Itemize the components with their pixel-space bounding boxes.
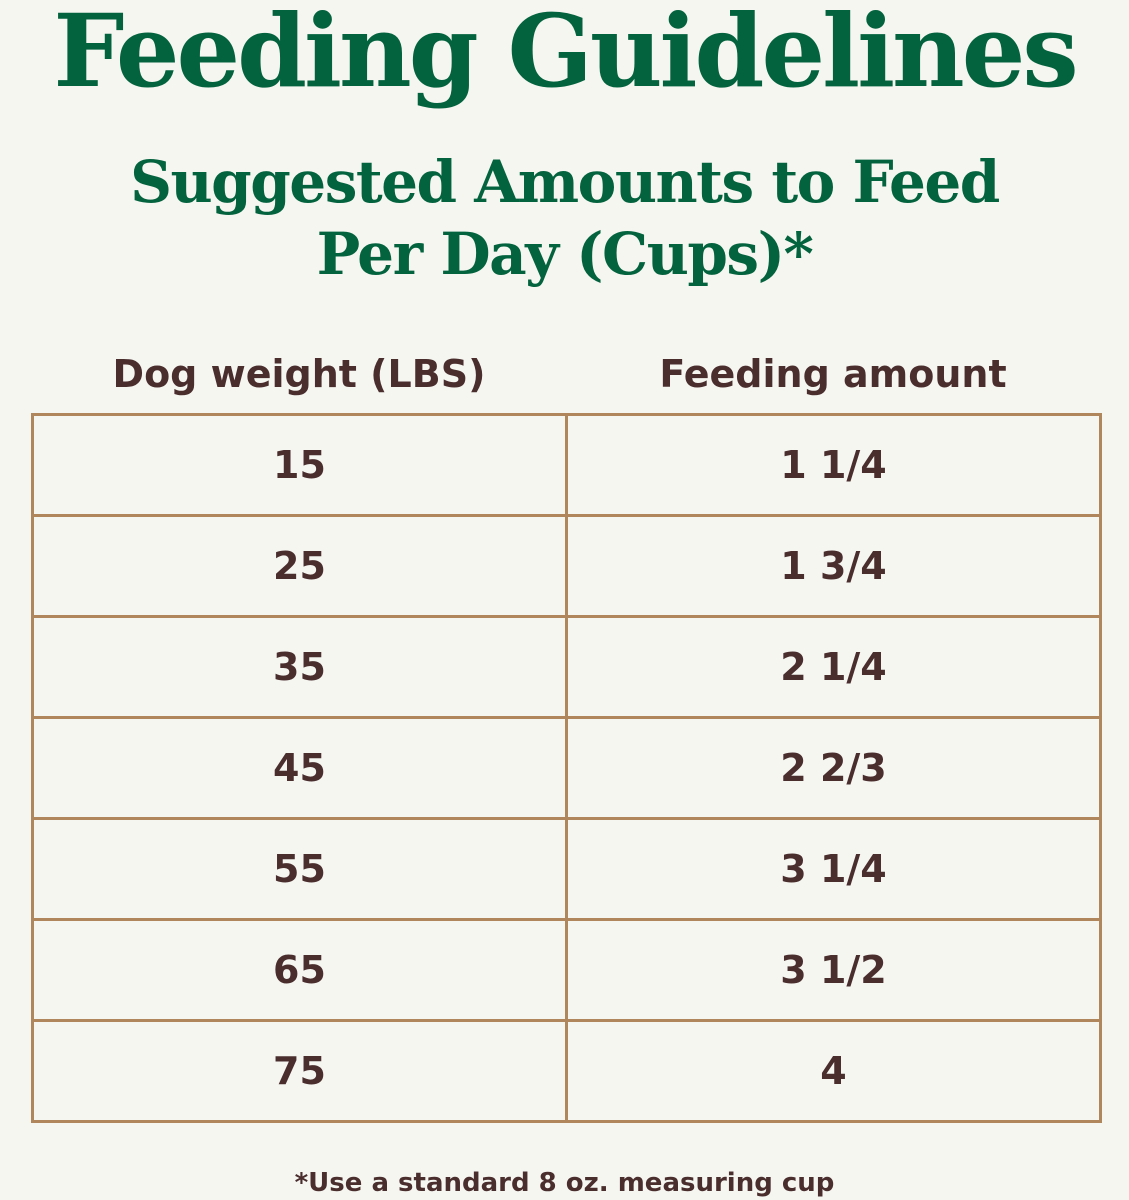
subtitle-line-1: Suggested Amounts to Feed (130, 148, 1000, 216)
weight-cell: 45 (31, 716, 568, 820)
table-row: 35 2 1/4 (31, 615, 1102, 719)
table-row: 55 3 1/4 (31, 817, 1102, 921)
amount-cell: 1 1/4 (565, 413, 1102, 517)
column-header-dog-weight: Dog weight (LBS) (112, 352, 486, 396)
subtitle-line-2: Per Day (Cups)* (316, 220, 814, 288)
weight-cell: 75 (31, 1019, 568, 1123)
table-row: 75 4 (31, 1019, 1102, 1123)
amount-cell: 1 3/4 (565, 514, 1102, 618)
table-row: 15 1 1/4 (31, 413, 1102, 517)
table-row: 45 2 2/3 (31, 716, 1102, 820)
amount-cell: 2 1/4 (565, 615, 1102, 719)
table-row: 25 1 3/4 (31, 514, 1102, 618)
feeding-table: 15 1 1/4 25 1 3/4 35 2 1/4 45 2 2/3 55 3… (31, 413, 1102, 1123)
weight-cell: 25 (31, 514, 568, 618)
page-title: Feeding Guidelines (53, 0, 1078, 110)
column-header-feeding-amount: Feeding amount (659, 352, 1007, 396)
weight-cell: 65 (31, 918, 568, 1022)
weight-cell: 15 (31, 413, 568, 517)
amount-cell: 4 (565, 1019, 1102, 1123)
amount-cell: 3 1/2 (565, 918, 1102, 1022)
table-row: 65 3 1/2 (31, 918, 1102, 1022)
amount-cell: 3 1/4 (565, 817, 1102, 921)
footnote: *Use a standard 8 oz. measuring cup (294, 1168, 835, 1198)
weight-cell: 55 (31, 817, 568, 921)
amount-cell: 2 2/3 (565, 716, 1102, 820)
subtitle: Suggested Amounts to Feed Per Day (Cups)… (0, 146, 1129, 290)
weight-cell: 35 (31, 615, 568, 719)
